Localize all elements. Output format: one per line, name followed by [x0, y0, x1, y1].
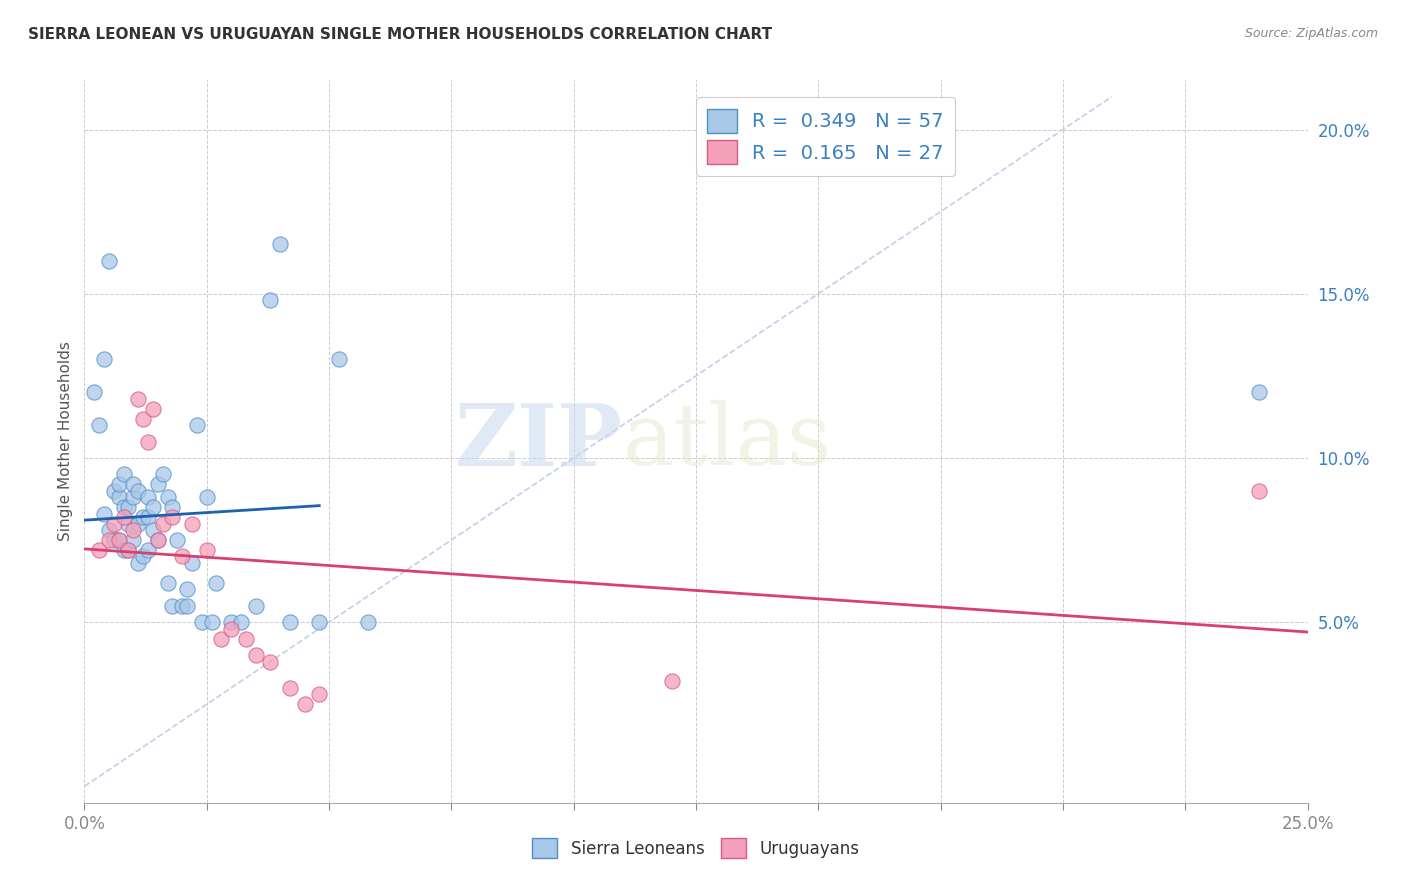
Point — [142, 523, 165, 537]
Point — [181, 516, 204, 531]
Point — [122, 477, 145, 491]
Point — [152, 467, 174, 482]
Text: ZIP: ZIP — [454, 400, 623, 483]
Point — [107, 533, 129, 547]
Point — [117, 542, 139, 557]
Point — [162, 510, 184, 524]
Point — [132, 549, 155, 564]
Point — [146, 533, 169, 547]
Point — [142, 500, 165, 515]
Point — [205, 575, 228, 590]
Point — [176, 599, 198, 613]
Point — [97, 523, 120, 537]
Point — [127, 516, 149, 531]
Point — [278, 615, 301, 630]
Point — [308, 615, 330, 630]
Point — [146, 477, 169, 491]
Point — [112, 510, 135, 524]
Point — [176, 582, 198, 597]
Point — [117, 500, 139, 515]
Y-axis label: Single Mother Households: Single Mother Households — [58, 342, 73, 541]
Point — [269, 237, 291, 252]
Point — [172, 599, 194, 613]
Point — [259, 293, 281, 308]
Point — [132, 510, 155, 524]
Point — [156, 575, 179, 590]
Point — [294, 698, 316, 712]
Point — [122, 533, 145, 547]
Point — [156, 491, 179, 505]
Point — [103, 533, 125, 547]
Text: Source: ZipAtlas.com: Source: ZipAtlas.com — [1244, 27, 1378, 40]
Point — [195, 491, 218, 505]
Point — [245, 599, 267, 613]
Point — [219, 615, 242, 630]
Point — [200, 615, 222, 630]
Point — [103, 483, 125, 498]
Point — [357, 615, 380, 630]
Point — [259, 655, 281, 669]
Point — [122, 491, 145, 505]
Point — [661, 674, 683, 689]
Point — [172, 549, 194, 564]
Point — [278, 681, 301, 695]
Point — [97, 253, 120, 268]
Point — [93, 507, 115, 521]
Point — [117, 542, 139, 557]
Point — [127, 392, 149, 406]
Point — [1247, 385, 1270, 400]
Point — [328, 352, 350, 367]
Point — [112, 500, 135, 515]
Point — [83, 385, 105, 400]
Point — [122, 523, 145, 537]
Point — [87, 542, 110, 557]
Point — [166, 533, 188, 547]
Point — [87, 418, 110, 433]
Point — [162, 599, 184, 613]
Point — [146, 533, 169, 547]
Point — [103, 516, 125, 531]
Point — [308, 687, 330, 701]
Point — [97, 533, 120, 547]
Point — [112, 467, 135, 482]
Point — [219, 622, 242, 636]
Point — [191, 615, 214, 630]
Point — [195, 542, 218, 557]
Point — [107, 477, 129, 491]
Point — [162, 500, 184, 515]
Text: SIERRA LEONEAN VS URUGUAYAN SINGLE MOTHER HOUSEHOLDS CORRELATION CHART: SIERRA LEONEAN VS URUGUAYAN SINGLE MOTHE… — [28, 27, 772, 42]
Point — [127, 556, 149, 570]
Point — [186, 418, 208, 433]
Point — [136, 491, 159, 505]
Point — [245, 648, 267, 662]
Point — [112, 542, 135, 557]
Point — [181, 556, 204, 570]
Point — [136, 434, 159, 449]
Point — [136, 510, 159, 524]
Point — [117, 516, 139, 531]
Point — [107, 491, 129, 505]
Point — [229, 615, 252, 630]
Point — [127, 483, 149, 498]
Point — [152, 516, 174, 531]
Point — [93, 352, 115, 367]
Point — [132, 411, 155, 425]
Legend: Sierra Leoneans, Uruguayans: Sierra Leoneans, Uruguayans — [524, 830, 868, 867]
Point — [209, 632, 232, 646]
Point — [107, 533, 129, 547]
Point — [142, 401, 165, 416]
Point — [136, 542, 159, 557]
Point — [1247, 483, 1270, 498]
Point — [235, 632, 257, 646]
Text: atlas: atlas — [623, 400, 832, 483]
